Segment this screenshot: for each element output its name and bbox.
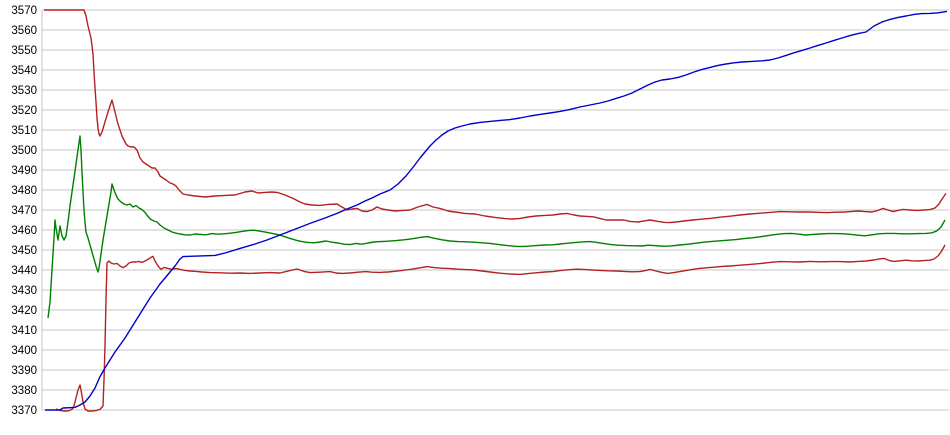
y-tick-label: 3510 <box>11 125 37 137</box>
y-tick-label: 3540 <box>11 65 37 77</box>
y-tick-label: 3460 <box>11 225 37 237</box>
y-tick-label: 3570 <box>11 5 37 17</box>
y-tick-label: 3520 <box>11 105 37 117</box>
y-tick-label: 3550 <box>11 45 37 57</box>
y-tick-label: 3430 <box>11 285 37 297</box>
series-line-red-upper <box>44 9 947 224</box>
y-tick-label: 3500 <box>11 145 37 157</box>
y-tick-label: 3560 <box>11 25 37 37</box>
y-tick-label: 3410 <box>11 325 37 337</box>
series-line-blue <box>45 10 948 411</box>
y-tick-label: 3380 <box>11 385 37 397</box>
y-tick-label: 3420 <box>11 305 37 317</box>
y-tick-label: 3530 <box>11 85 37 97</box>
y-tick-label: 3480 <box>11 185 37 197</box>
y-tick-label: 3470 <box>11 205 37 217</box>
y-tick-label: 3440 <box>11 265 37 277</box>
series-line-red-lower <box>55 244 946 412</box>
y-tick-label: 3390 <box>11 365 37 377</box>
y-tick-label: 3400 <box>11 345 37 357</box>
y-tick-label: 3370 <box>11 405 37 417</box>
y-tick-label: 3450 <box>11 245 37 257</box>
series-line-green <box>47 135 946 319</box>
y-tick-label: 3490 <box>11 165 37 177</box>
